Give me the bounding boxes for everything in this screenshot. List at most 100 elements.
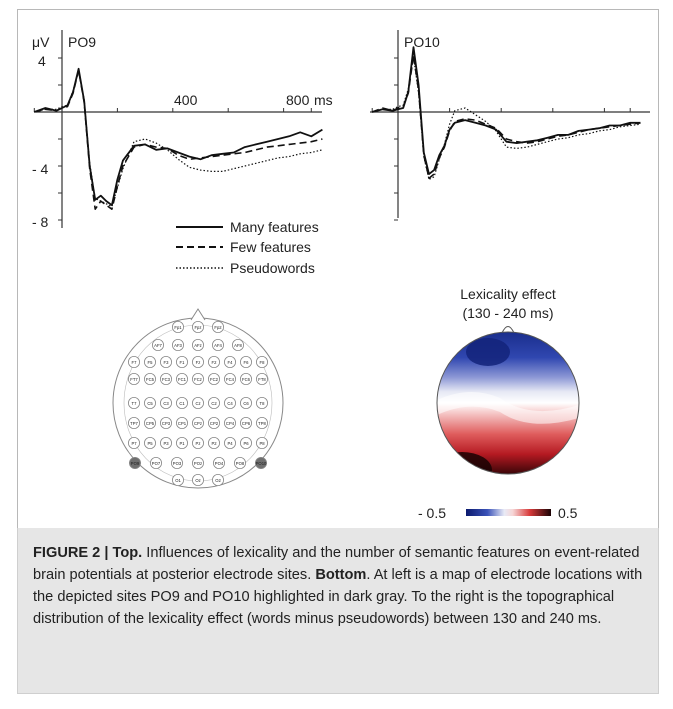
legend-label-pseudo: Pseudowords xyxy=(230,260,315,276)
electrode-label: TP8 xyxy=(258,421,266,426)
electrode-c2 xyxy=(207,396,220,409)
series-line-po10-1 xyxy=(371,54,641,179)
electrode-label: TP7 xyxy=(130,421,138,426)
electrode-label: PO9 xyxy=(131,461,140,466)
electrode-label: F7 xyxy=(132,360,138,365)
electrode-f6 xyxy=(239,355,252,368)
po10-electrode-label: PO10 xyxy=(404,34,440,50)
electrode-fc1 xyxy=(175,372,188,385)
electrode-label: F1 xyxy=(180,360,186,365)
electrode-ft7 xyxy=(127,372,140,385)
electrode-f4 xyxy=(223,355,236,368)
electrode-label: P3 xyxy=(163,441,169,446)
electrode-label: O1 xyxy=(175,478,181,483)
electrode-poz xyxy=(191,456,204,469)
electrode-label: CP1 xyxy=(178,421,187,426)
electrode-o1 xyxy=(171,473,184,486)
electrode-p2 xyxy=(207,436,220,449)
electrode-cp4 xyxy=(223,416,236,429)
electrode-label: FC4 xyxy=(226,377,235,382)
electrode-po3 xyxy=(170,456,183,469)
series-line-po10-0 xyxy=(371,46,641,176)
topo-zero-band xyxy=(437,391,579,424)
legend-label-few: Few features xyxy=(230,239,311,255)
po9-ticks xyxy=(33,57,312,221)
electrode-label: Pz xyxy=(196,441,201,446)
electrode-p8 xyxy=(255,436,268,449)
electrode-cp1 xyxy=(175,416,188,429)
electrode-fcz xyxy=(191,372,204,385)
electrode-label: PO8 xyxy=(236,461,245,466)
electrode-c6 xyxy=(239,396,252,409)
electrode-f3 xyxy=(159,355,172,368)
electrode-label: PO7 xyxy=(152,461,161,466)
electrode-label: PO10 xyxy=(256,461,267,466)
po10-panel: PO10 xyxy=(370,30,650,221)
figure-caption: FIGURE 2 | Top. Influences of lexicality… xyxy=(17,528,659,694)
electrode-label: C4 xyxy=(227,401,233,406)
electrode-label: T7 xyxy=(132,401,138,406)
electrode-pz xyxy=(191,436,204,449)
electrode-cp6 xyxy=(239,416,252,429)
electrode-label: CP4 xyxy=(226,421,235,426)
electrode-fp1 xyxy=(171,320,184,333)
electrode-fc2 xyxy=(207,372,220,385)
electrode-label: F2 xyxy=(212,360,218,365)
caption-label: FIGURE 2 | Top. xyxy=(33,545,143,561)
electrode-label: F8 xyxy=(260,360,266,365)
electrode-label: Cz xyxy=(195,401,200,406)
electrode-fc6 xyxy=(239,372,252,385)
electrode-t8 xyxy=(255,396,268,409)
electrode-t7 xyxy=(127,396,140,409)
caption-text-bottom: . At left is a map of electrode location… xyxy=(33,567,643,627)
color-scale-bar xyxy=(466,509,551,516)
series-line-po10-2 xyxy=(372,56,641,181)
electrode-c1 xyxy=(175,396,188,409)
electrode-label: FC2 xyxy=(210,377,219,382)
topo-map: Lexicality effect (130 - 240 ms) - 0.5 0… xyxy=(418,286,580,521)
electrode-p3 xyxy=(159,436,172,449)
electrode-po10 xyxy=(254,456,267,469)
electrode-af7 xyxy=(151,338,164,351)
electrode-f8 xyxy=(255,355,268,368)
electrode-p7 xyxy=(127,436,140,449)
electrode-label: P8 xyxy=(259,441,265,446)
electrode-label: AF7 xyxy=(154,343,162,348)
po9-electrode-label: PO9 xyxy=(68,34,96,50)
electrode-p4 xyxy=(223,436,236,449)
electrode-fpz xyxy=(191,320,204,333)
electrode-label: CP6 xyxy=(242,421,251,426)
electrode-label: POz xyxy=(194,461,202,466)
figure-graphics: μV PO9 4 - 4 - 8 400 800 ms PO10 Many fe… xyxy=(32,30,650,521)
electrode-label: C2 xyxy=(211,401,217,406)
electrode-label: P7 xyxy=(131,441,137,446)
electrode-cp3 xyxy=(159,416,172,429)
electrode-label: F3 xyxy=(164,360,170,365)
po10-series xyxy=(371,46,641,181)
series-line-po9-0 xyxy=(33,67,323,207)
topo-outline xyxy=(436,331,580,475)
electrode-label: C6 xyxy=(243,401,249,406)
electrode-label: AF8 xyxy=(234,343,242,348)
electrode-cz xyxy=(191,396,204,409)
electrode-f5 xyxy=(143,355,156,368)
po9-series xyxy=(33,67,323,210)
electrode-cp2 xyxy=(207,416,220,429)
electrode-p1 xyxy=(175,436,188,449)
electrode-c4 xyxy=(223,396,236,409)
caption-text-top: Influences of lexicality and the number … xyxy=(33,545,640,583)
electrode-label: AF3 xyxy=(174,343,182,348)
electrode-f2 xyxy=(207,355,220,368)
caption-label-bottom: Bottom xyxy=(315,567,367,583)
electrode-p6 xyxy=(239,436,252,449)
electrode-po4 xyxy=(212,456,225,469)
electrode-label: FC5 xyxy=(146,377,155,382)
electrode-label: C5 xyxy=(147,401,153,406)
electrode-label: FC6 xyxy=(242,377,251,382)
electrode-fc4 xyxy=(223,372,236,385)
electrode-fz xyxy=(191,355,204,368)
electrode-label: Fp1 xyxy=(174,325,182,330)
electrode-label: P4 xyxy=(227,441,233,446)
electrode-label: FT8 xyxy=(258,377,266,382)
